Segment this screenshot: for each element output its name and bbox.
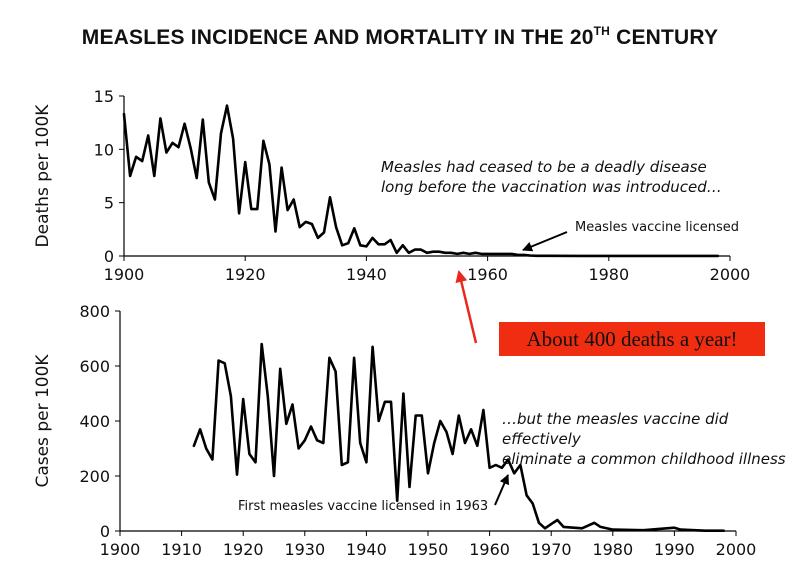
cases-x-tick-label: 1960: [469, 540, 510, 559]
deaths-callout-box: About 400 deaths a year!: [499, 322, 765, 356]
cases-x-tick-label: 1900: [100, 540, 141, 559]
title-superscript: TH: [593, 24, 611, 38]
bottom-note-line2: eliminate a common childhood illness: [502, 450, 786, 468]
cases-y-tick-label: 400: [79, 412, 110, 431]
cases-y-tick-label: 0: [100, 522, 110, 541]
first-vaccine-label: First measles vaccine licensed in 1963: [238, 499, 489, 514]
deaths-x-tick-label: 1920: [225, 265, 266, 284]
top-note-line2: long before the vaccination was introduc…: [381, 178, 722, 196]
title-end: CENTURY: [610, 26, 719, 49]
deaths-x-tick-label: 1900: [104, 265, 145, 284]
cases-series-line: [192, 342, 726, 533]
deaths-series-line: [122, 104, 720, 258]
cases-x-tick-label: 1990: [654, 540, 695, 559]
chart-title: MEASLES INCIDENCE AND MORTALITY IN THE 2…: [0, 24, 800, 50]
title-main: MEASLES INCIDENCE AND MORTALITY IN THE 2…: [81, 26, 594, 49]
cases-x-tick-label: 1930: [284, 540, 325, 559]
deaths-x-tick-label: 1980: [588, 265, 629, 284]
deaths-y-tick-label: 5: [104, 194, 114, 213]
cases-y-axis-label: Cases per 100K: [33, 354, 53, 488]
deaths-y-tick-label: 10: [94, 140, 114, 159]
cases-x-tick-label: 1940: [346, 540, 387, 559]
bottom-note: …but the measles vaccine did effectively…: [502, 409, 800, 469]
vaccine-licensed-arrow: [522, 231, 568, 252]
deaths-x-tick-label: 1960: [467, 265, 508, 284]
cases-y-tick-label: 200: [79, 467, 110, 486]
vaccine-licensed-label: Measles vaccine licensed: [575, 220, 740, 235]
deaths-y-axis-label: Deaths per 100K: [33, 104, 53, 248]
deaths-x-tick-label: 2000: [710, 265, 751, 284]
cases-x-tick-label: 1950: [408, 540, 449, 559]
cases-y-tick-label: 600: [79, 357, 110, 376]
cases-y-tick-label: 800: [79, 302, 110, 321]
bottom-note-line1: …but the measles vaccine did effectively: [502, 410, 729, 448]
cases-x-tick-label: 1970: [531, 540, 572, 559]
top-note: Measles had ceased to be a deadly diseas…: [381, 157, 722, 197]
top-note-line1: Measles had ceased to be a deadly diseas…: [381, 158, 707, 176]
cases-x-tick-label: 1910: [161, 540, 202, 559]
cases-x-tick-label: 2000: [716, 540, 757, 559]
deaths-y-tick-label: 0: [104, 247, 114, 266]
deaths-y-tick-label: 15: [94, 87, 114, 106]
cases-x-tick-label: 1980: [592, 540, 633, 559]
callout-red-arrow: [455, 270, 478, 344]
first-vaccine-arrow: [494, 474, 510, 506]
cases-x-tick-label: 1920: [223, 540, 264, 559]
deaths-x-tick-label: 1940: [346, 265, 387, 284]
